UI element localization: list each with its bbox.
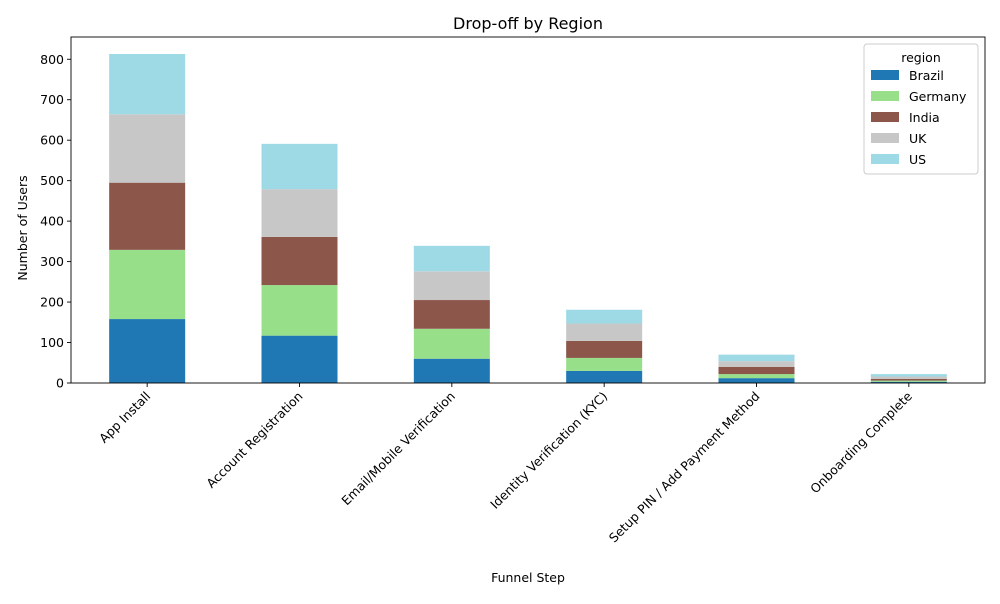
bar-segment-us-6 xyxy=(870,374,947,377)
bar-segment-germany-2 xyxy=(261,285,338,336)
legend-title: region xyxy=(901,50,941,65)
bar-segment-us-4 xyxy=(566,309,643,324)
y-tick-label: 200 xyxy=(40,295,64,310)
bar-segment-india-5 xyxy=(718,366,795,375)
y-tick-label: 100 xyxy=(40,335,64,350)
y-tick-label: 600 xyxy=(40,133,64,148)
bar-segment-germany-4 xyxy=(566,357,643,371)
y-tick-label: 700 xyxy=(40,92,64,107)
plot-frame xyxy=(70,36,986,384)
bar-segment-germany-5 xyxy=(718,374,795,379)
bar-segment-brazil-5 xyxy=(718,378,795,383)
bar-segment-us-3 xyxy=(413,245,490,272)
bar-segment-uk-4 xyxy=(566,323,643,341)
y-tick-label: 400 xyxy=(40,214,64,229)
bar-segment-germany-3 xyxy=(413,328,490,359)
y-tick-label: 0 xyxy=(56,376,64,391)
bars-layer xyxy=(109,54,947,383)
y-tick-label: 300 xyxy=(40,254,64,269)
bar-segment-brazil-6 xyxy=(870,381,947,383)
bar-segment-brazil-3 xyxy=(413,358,490,383)
bar-segment-india-3 xyxy=(413,300,490,329)
bar-segment-us-5 xyxy=(718,354,795,362)
legend-swatch-brazil xyxy=(871,70,899,80)
y-tick-label: 500 xyxy=(40,173,64,188)
legend-swatch-germany xyxy=(871,91,899,101)
bar-segment-us-2 xyxy=(261,143,338,190)
bar-segment-germany-6 xyxy=(870,380,947,382)
y-axis-label: Number of Users xyxy=(15,175,30,280)
x-axis-label: Funnel Step xyxy=(491,570,565,585)
bar-segment-uk-1 xyxy=(109,114,186,183)
bar-segment-brazil-1 xyxy=(109,319,186,383)
y-tick-label: 800 xyxy=(40,52,64,67)
chart-title: Drop-off by Region xyxy=(453,14,603,33)
legend-swatch-india xyxy=(871,112,899,122)
bar-segment-india-2 xyxy=(261,236,338,286)
bar-segment-uk-5 xyxy=(718,361,795,367)
bar-segment-brazil-4 xyxy=(566,370,643,383)
bar-segment-brazil-2 xyxy=(261,335,338,383)
legend-label-brazil: Brazil xyxy=(909,68,944,83)
legend-label-germany: Germany xyxy=(909,89,967,104)
bar-segment-germany-1 xyxy=(109,249,186,320)
bar-segment-uk-2 xyxy=(261,189,338,237)
legend-label-uk: UK xyxy=(909,131,927,146)
bar-segment-india-6 xyxy=(870,378,947,381)
legend-label-india: India xyxy=(909,110,940,125)
legend: region Brazil Germany India UK US xyxy=(863,43,979,175)
bar-segment-india-4 xyxy=(566,340,643,358)
bar-segment-us-1 xyxy=(109,54,186,115)
bar-segment-uk-3 xyxy=(413,271,490,301)
legend-swatch-uk xyxy=(871,133,899,143)
legend-label-us: US xyxy=(909,152,926,167)
bar-segment-india-1 xyxy=(109,182,186,250)
legend-swatch-us xyxy=(871,154,899,164)
bar-segment-uk-6 xyxy=(870,376,947,379)
